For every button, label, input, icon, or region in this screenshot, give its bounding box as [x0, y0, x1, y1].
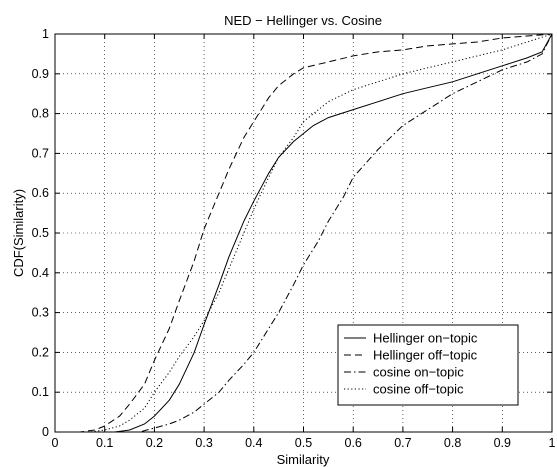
x-tick-label: 0.6: [345, 436, 362, 450]
x-tick-label: 0.4: [245, 436, 262, 450]
series-lines: [55, 33, 553, 433]
y-tick-label: 0.1: [32, 385, 49, 399]
x-tick-label: 1: [549, 436, 556, 450]
y-tick-label: 0.8: [32, 107, 49, 121]
y-tick-label: 0.9: [32, 67, 49, 81]
chart-title: NED − Hellinger vs. Cosine: [224, 13, 382, 28]
x-tick-label: 0.5: [295, 436, 312, 450]
x-tick-label: 0: [52, 436, 59, 450]
y-tick-label: 0.4: [32, 266, 49, 280]
x-tick-label: 0.1: [96, 436, 113, 450]
legend: Hellinger on−topic Hellinger off−topic cos…: [337, 324, 519, 406]
legend-entry-label: Hellinger on−topic: [373, 331, 478, 346]
x-tick-label: 0.3: [195, 436, 212, 450]
legend-entry-label: Hellinger off−topic: [373, 348, 478, 363]
y-tick-label: 0.2: [32, 345, 49, 359]
x-axis-label: Similarity: [277, 452, 330, 467]
series-line-dashdot: [55, 33, 553, 433]
legend-entry-label: cosine on−topic: [373, 365, 464, 380]
y-tick-label: 1: [42, 27, 49, 41]
x-tick-label: 0.8: [444, 436, 461, 450]
x-tick-label: 0.7: [394, 436, 411, 450]
y-tick-label: 0.3: [32, 306, 49, 320]
y-tick-label: 0: [42, 425, 49, 439]
x-tick-label: 0.9: [494, 436, 511, 450]
x-tick-label: 0.2: [146, 436, 163, 450]
y-tick-label: 0.6: [32, 186, 49, 200]
series-line-dashed: [55, 33, 553, 433]
series-line-dotted: [55, 33, 553, 433]
legend-box: [337, 324, 519, 406]
y-axis-label: CDF(Similarity): [11, 189, 26, 277]
series-line-solid: [55, 33, 553, 433]
y-tick-label: 0.5: [32, 226, 49, 240]
grid-lines: [55, 34, 552, 432]
y-tick-label: 0.7: [32, 146, 49, 160]
axis-ticks: 0 0.1 0.2 0.3 0.4 0.5 0.6 0.7 0.8 0.9 1 0 0.1 0.2 0.3 0…: [32, 27, 556, 450]
legend-entry-label: cosine off−topic: [373, 382, 464, 397]
